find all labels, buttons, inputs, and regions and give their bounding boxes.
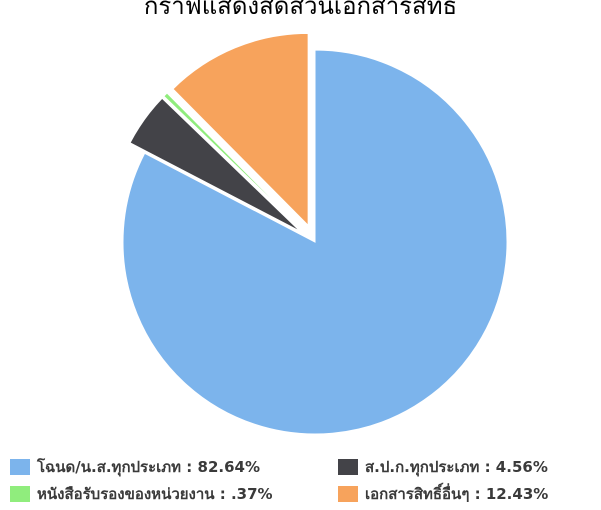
chart-legend: โฉนด/น.ส.ทุกประเภท : 82.64% ส.ป.ก.ทุกประ… xyxy=(10,458,601,503)
legend-swatch-agency-certificate xyxy=(10,486,30,502)
pie-slice-chanod[interactable] xyxy=(122,49,508,435)
legend-label-spk: ส.ป.ก.ทุกประเภท : 4.56% xyxy=(365,458,548,476)
legend-swatch-other-documents xyxy=(338,486,358,502)
legend-item-spk[interactable]: ส.ป.ก.ทุกประเภท : 4.56% xyxy=(338,458,601,476)
pie-slice-agency-certificate[interactable] xyxy=(163,92,303,230)
legend-label-chanod: โฉนด/น.ส.ทุกประเภท : 82.64% xyxy=(37,458,260,476)
legend-item-chanod[interactable]: โฉนด/น.ส.ทุกประเภท : 82.64% xyxy=(10,458,338,476)
legend-label-other-documents: เอกสารสิทธิ์อื่นๆ : 12.43% xyxy=(365,485,549,503)
legend-item-other-documents[interactable]: เอกสารสิทธิ์อื่นๆ : 12.43% xyxy=(338,485,601,503)
pie-chart xyxy=(122,32,508,435)
pie-slice-other-documents[interactable] xyxy=(172,32,309,227)
legend-label-agency-certificate: หนังสือรับรองของหน่วยงาน : .37% xyxy=(37,485,273,503)
legend-item-agency-certificate[interactable]: หนังสือรับรองของหน่วยงาน : .37% xyxy=(10,485,338,503)
legend-swatch-spk xyxy=(338,459,358,475)
pie-slice-spk[interactable] xyxy=(129,97,301,232)
legend-swatch-chanod xyxy=(10,459,30,475)
chart-title: กราฟแสดงสัดส่วนเอกสารสิทธิ xyxy=(143,0,458,20)
